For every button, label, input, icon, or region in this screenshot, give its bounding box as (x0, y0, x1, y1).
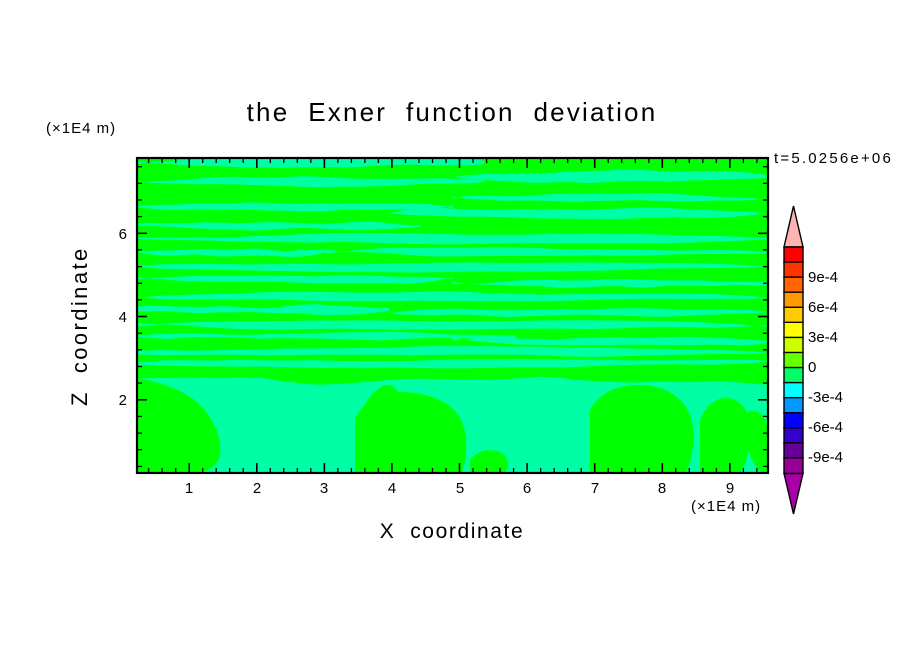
svg-text:0: 0 (808, 359, 816, 376)
svg-text:9: 9 (726, 480, 734, 497)
svg-text:6: 6 (119, 226, 127, 243)
svg-text:2: 2 (119, 392, 127, 409)
svg-text:-6e-4: -6e-4 (808, 419, 843, 436)
svg-text:-3e-4: -3e-4 (808, 389, 843, 406)
svg-text:5: 5 (456, 480, 464, 497)
svg-text:1: 1 (185, 480, 193, 497)
svg-text:-9e-4: -9e-4 (808, 449, 843, 466)
svg-text:8: 8 (658, 480, 666, 497)
svg-text:6e-4: 6e-4 (808, 299, 838, 316)
svg-text:3: 3 (320, 480, 328, 497)
svg-text:6: 6 (523, 480, 531, 497)
svg-text:4: 4 (388, 480, 396, 497)
svg-text:2: 2 (253, 480, 261, 497)
svg-text:3e-4: 3e-4 (808, 329, 838, 346)
svg-text:9e-4: 9e-4 (808, 269, 838, 286)
svg-text:7: 7 (591, 480, 599, 497)
svg-text:4: 4 (119, 309, 127, 326)
